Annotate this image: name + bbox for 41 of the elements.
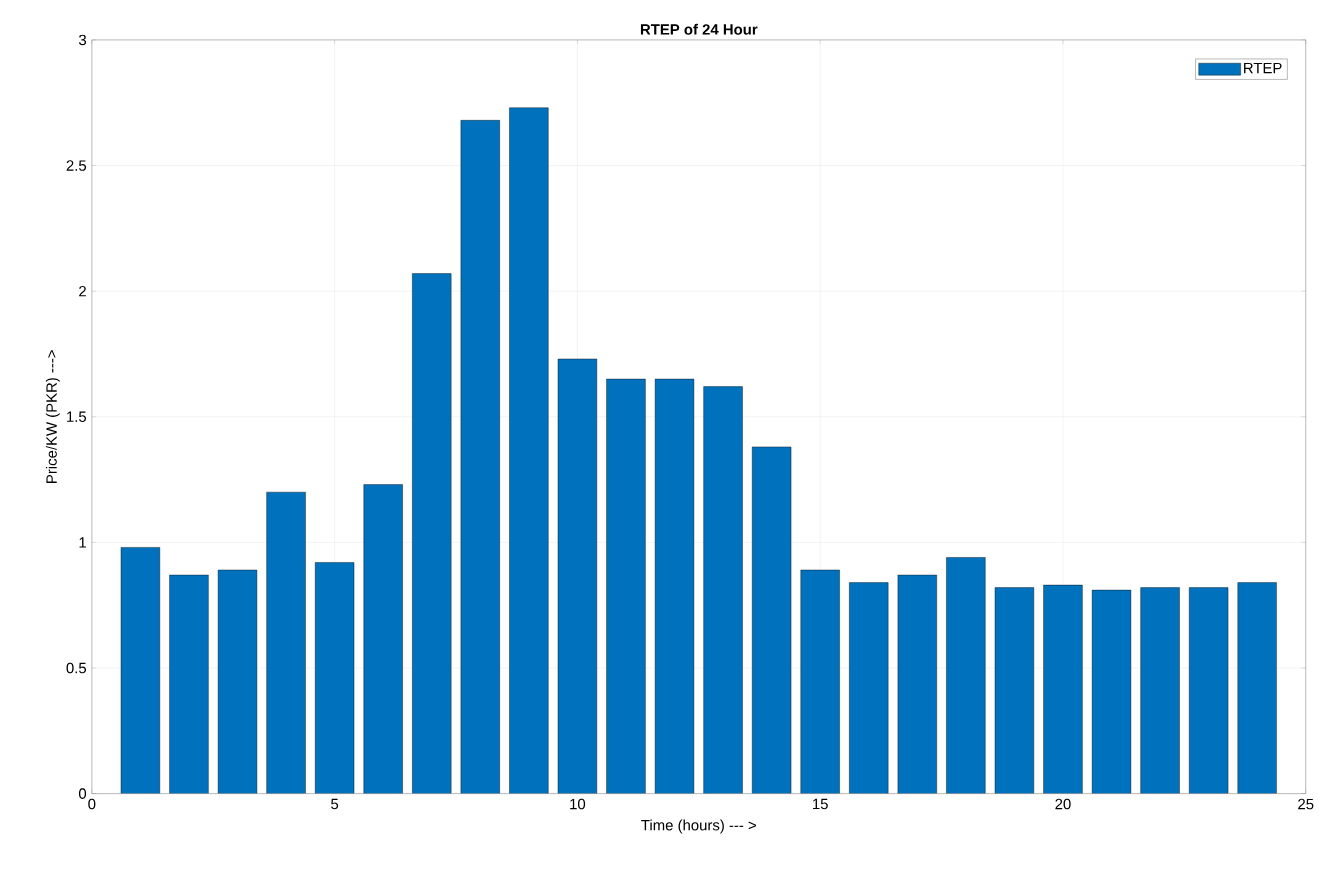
bar bbox=[1189, 587, 1229, 794]
y-tick-label: 3 bbox=[78, 34, 87, 45]
x-tick-label: 5 bbox=[331, 798, 339, 809]
bar bbox=[1237, 582, 1277, 794]
bar bbox=[169, 574, 209, 794]
bar bbox=[752, 446, 792, 794]
y-tick-label: 0.5 bbox=[66, 662, 87, 674]
x-tick-label: 0 bbox=[88, 798, 96, 810]
chart-title: RTEP of 24 Hour bbox=[640, 23, 758, 35]
x-tick-label: 10 bbox=[570, 798, 586, 810]
legend-label: RTEP bbox=[1244, 62, 1282, 73]
bar bbox=[655, 378, 694, 794]
bar bbox=[120, 547, 160, 794]
bar bbox=[412, 273, 452, 794]
bar bbox=[994, 587, 1034, 794]
y-tick-label: 1 bbox=[79, 537, 86, 548]
y-tick-label: 2.5 bbox=[66, 160, 87, 171]
bar bbox=[557, 358, 597, 794]
bar bbox=[946, 557, 986, 794]
bar bbox=[606, 378, 646, 794]
bar bbox=[266, 491, 306, 794]
x-tick-label: 20 bbox=[1055, 798, 1071, 810]
bar bbox=[897, 574, 937, 794]
bar bbox=[363, 484, 403, 794]
bar bbox=[218, 569, 257, 794]
y-tick-label: 2 bbox=[79, 285, 86, 297]
bar bbox=[800, 569, 840, 794]
bar bbox=[1043, 584, 1083, 794]
bar bbox=[849, 582, 889, 794]
x-tick-label: 25 bbox=[1298, 798, 1314, 810]
bar bbox=[315, 562, 355, 794]
bar bbox=[703, 386, 743, 794]
y-axis-title: Price/KW (PKR) ---> bbox=[45, 349, 60, 483]
y-tick-label: 1.5 bbox=[67, 411, 87, 422]
x-tick-label: 15 bbox=[813, 798, 828, 809]
bar bbox=[1140, 587, 1180, 794]
bar bbox=[1092, 589, 1131, 794]
bar bbox=[509, 107, 549, 794]
bar bbox=[460, 120, 500, 794]
x-axis-title: Time (hours) --- > bbox=[641, 819, 756, 834]
y-tick-label: 0 bbox=[78, 788, 87, 799]
